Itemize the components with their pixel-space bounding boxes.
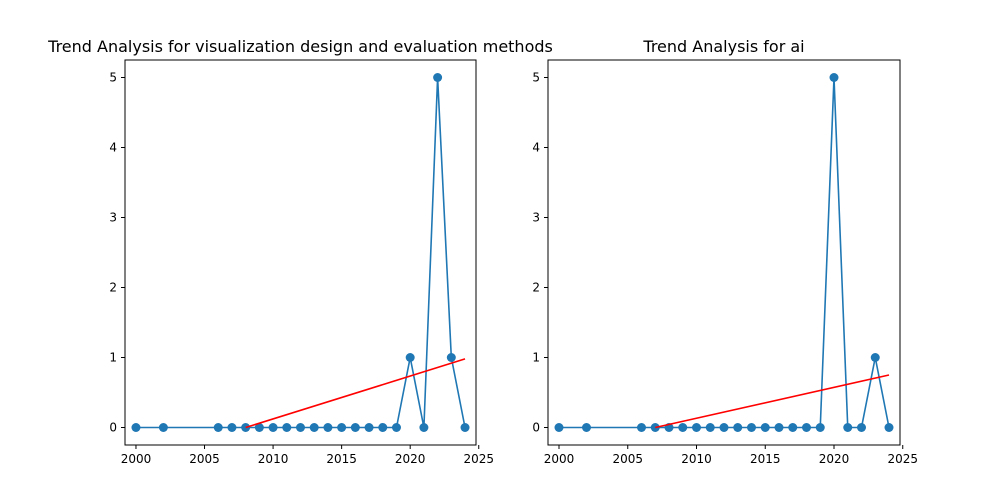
data-point — [760, 423, 770, 432]
trend-line — [655, 374, 890, 429]
data-point — [337, 423, 347, 432]
data-point — [309, 423, 319, 432]
data-point — [158, 423, 168, 432]
data-point — [254, 423, 264, 432]
y-tick-label: 2 — [532, 281, 540, 295]
data-point — [747, 423, 756, 432]
data-point — [582, 423, 591, 432]
y-tick-label: 0 — [532, 421, 540, 435]
data-point — [227, 423, 237, 432]
series-group — [131, 73, 470, 432]
chart-panel-left: Trend Analysis for visualization design … — [47, 37, 553, 466]
data-point — [282, 423, 292, 432]
x-tick-label: 2025 — [887, 452, 918, 466]
x-tick-label: 2020 — [395, 452, 426, 466]
data-point — [391, 423, 401, 432]
data-point — [802, 423, 811, 432]
plot-area-frame — [124, 59, 477, 446]
x-tick-label: 2010 — [258, 452, 289, 466]
data-point — [268, 423, 278, 432]
x-tick-label: 2025 — [463, 452, 494, 466]
data-point — [460, 423, 470, 432]
data-point — [692, 423, 701, 432]
chart-title: Trend Analysis for ai — [642, 37, 804, 56]
data-point — [829, 73, 839, 82]
plot-area-frame — [547, 59, 901, 446]
y-tick-label: 5 — [532, 71, 540, 85]
data-point — [350, 423, 360, 432]
data-point — [446, 353, 456, 362]
data-point — [378, 423, 388, 432]
y-tick-label: 5 — [109, 71, 117, 85]
y-tick-label: 3 — [532, 211, 540, 225]
data-point — [405, 353, 415, 362]
x-tick-label: 2020 — [819, 452, 850, 466]
data-point — [705, 423, 715, 432]
x-tick-label: 2005 — [189, 452, 220, 466]
data-point — [554, 423, 564, 432]
x-tick-label: 2005 — [612, 452, 643, 466]
x-axis: 2000 2005 2010 2015 2020 2025 — [544, 445, 918, 466]
y-axis: 0 1 2 3 4 5 — [532, 71, 548, 435]
data-point — [419, 423, 429, 432]
data-point — [213, 423, 223, 432]
y-axis: 0 1 2 3 4 5 — [109, 71, 125, 435]
data-point — [131, 423, 141, 432]
data-point — [733, 423, 743, 432]
data-point — [774, 423, 784, 432]
x-tick-label: 2015 — [326, 452, 357, 466]
data-point — [323, 423, 333, 432]
y-tick-label: 2 — [109, 281, 117, 295]
y-tick-label: 1 — [109, 351, 117, 365]
data-point — [637, 423, 646, 432]
data-point — [433, 73, 443, 82]
data-point — [857, 423, 866, 432]
data-point — [843, 423, 853, 432]
y-tick-label: 4 — [109, 141, 117, 155]
y-tick-label: 1 — [532, 351, 540, 365]
x-tick-label: 2015 — [750, 452, 781, 466]
x-tick-label: 2010 — [681, 452, 712, 466]
trend-line — [245, 358, 466, 429]
data-point — [296, 423, 305, 432]
data-point — [678, 423, 688, 432]
x-tick-label: 2000 — [121, 452, 152, 466]
data-point — [788, 423, 798, 432]
data-point — [719, 423, 729, 432]
data-point — [364, 423, 374, 432]
data-point — [815, 423, 825, 432]
y-tick-label: 4 — [532, 141, 540, 155]
y-tick-label: 0 — [109, 421, 117, 435]
data-point — [884, 423, 894, 432]
x-tick-label: 2000 — [544, 452, 575, 466]
chart-panel-right: Trend Analysis for ai 2000 2005 2010 2015 20… — [532, 37, 918, 466]
chart-title: Trend Analysis for visualization design … — [47, 37, 553, 56]
x-axis: 2000 2005 2010 2015 2020 2025 — [121, 445, 494, 466]
series-group — [554, 73, 894, 432]
y-tick-label: 3 — [109, 211, 117, 225]
data-point — [870, 353, 880, 362]
